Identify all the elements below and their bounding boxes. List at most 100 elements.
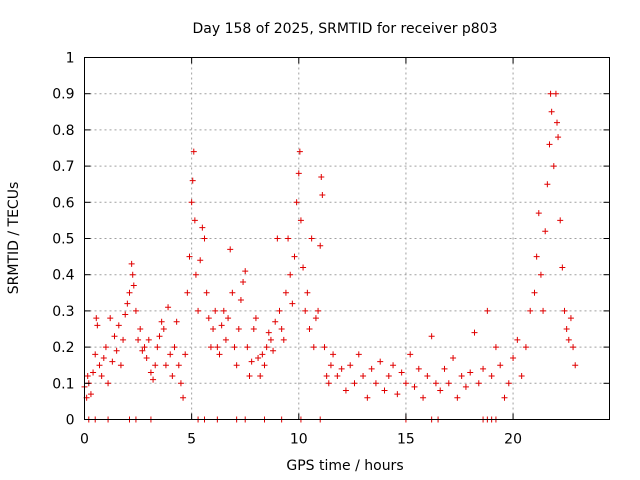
data-point bbox=[302, 307, 309, 314]
data-point bbox=[201, 235, 208, 242]
data-point bbox=[318, 173, 325, 180]
data-point bbox=[117, 362, 124, 369]
data-point bbox=[546, 141, 553, 148]
data-point bbox=[143, 354, 150, 361]
data-point bbox=[126, 289, 133, 296]
data-point bbox=[287, 271, 294, 278]
data-point bbox=[398, 369, 405, 376]
data-point bbox=[231, 344, 238, 351]
data-point bbox=[192, 271, 199, 278]
x-axis-label: GPS time / hours bbox=[286, 458, 403, 474]
data-point bbox=[218, 322, 225, 329]
data-point bbox=[186, 253, 193, 260]
data-point bbox=[559, 264, 566, 271]
data-point bbox=[552, 90, 559, 97]
data-point bbox=[189, 177, 196, 184]
data-point bbox=[162, 362, 169, 369]
data-point bbox=[129, 271, 136, 278]
data-point bbox=[203, 289, 210, 296]
data-point bbox=[190, 148, 197, 155]
data-point bbox=[132, 307, 139, 314]
data-point bbox=[572, 362, 579, 369]
data-point bbox=[246, 373, 253, 380]
data-point bbox=[267, 336, 274, 343]
data-point bbox=[334, 373, 341, 380]
data-point bbox=[130, 282, 137, 289]
data-point bbox=[248, 358, 255, 365]
data-point bbox=[259, 351, 266, 358]
data-point bbox=[315, 307, 322, 314]
y-tick-label: 0.1 bbox=[52, 376, 74, 392]
data-point bbox=[441, 365, 448, 372]
data-point bbox=[342, 387, 349, 394]
data-point bbox=[250, 326, 257, 332]
data-point bbox=[242, 268, 249, 275]
data-point bbox=[235, 326, 242, 332]
data-point bbox=[488, 373, 495, 380]
data-point bbox=[94, 322, 101, 329]
data-point bbox=[111, 333, 118, 340]
data-point bbox=[501, 394, 508, 401]
y-tick-label: 0.2 bbox=[52, 340, 74, 356]
data-point bbox=[124, 300, 131, 307]
data-point bbox=[150, 376, 157, 383]
data-point bbox=[372, 380, 379, 387]
data-point bbox=[285, 235, 292, 242]
data-point bbox=[270, 347, 277, 354]
data-point bbox=[554, 119, 560, 126]
data-point bbox=[390, 362, 397, 369]
data-point bbox=[115, 322, 122, 329]
data-point bbox=[542, 228, 549, 235]
x-tick-label: 5 bbox=[187, 432, 196, 448]
data-point bbox=[122, 311, 129, 318]
data-point bbox=[327, 362, 334, 369]
data-point bbox=[184, 289, 191, 296]
data-point bbox=[261, 362, 268, 369]
y-tick-label: 0 bbox=[66, 413, 75, 429]
data-point bbox=[222, 336, 229, 343]
data-point bbox=[381, 387, 388, 394]
data-point bbox=[540, 307, 547, 314]
data-point bbox=[210, 326, 217, 332]
data-point bbox=[531, 289, 538, 296]
data-point bbox=[351, 380, 358, 387]
data-point bbox=[135, 336, 142, 343]
data-point bbox=[312, 315, 319, 322]
data-point bbox=[169, 373, 176, 380]
data-point bbox=[555, 134, 562, 141]
y-tick-label: 0.6 bbox=[52, 195, 74, 211]
data-point bbox=[306, 326, 313, 332]
data-point bbox=[310, 344, 317, 351]
data-point bbox=[561, 307, 568, 314]
data-point bbox=[557, 217, 564, 224]
data-point bbox=[420, 394, 427, 401]
y-tick-label: 0.8 bbox=[52, 123, 74, 139]
data-point bbox=[293, 199, 300, 206]
data-point bbox=[274, 235, 281, 242]
data-point bbox=[467, 369, 474, 376]
data-point bbox=[565, 336, 572, 343]
data-point bbox=[570, 344, 577, 351]
data-point bbox=[197, 257, 204, 264]
data-point bbox=[188, 199, 195, 206]
data-point bbox=[139, 347, 146, 354]
data-point bbox=[191, 217, 198, 224]
data-point bbox=[567, 315, 574, 322]
data-point bbox=[321, 344, 328, 351]
data-point bbox=[563, 326, 570, 332]
data-point bbox=[120, 336, 127, 343]
data-point bbox=[394, 391, 401, 398]
data-point bbox=[492, 344, 499, 351]
y-tick-label: 0.5 bbox=[52, 232, 74, 248]
data-point bbox=[100, 354, 107, 361]
data-point bbox=[527, 307, 534, 314]
data-point bbox=[229, 289, 236, 296]
y-tick-label: 0.4 bbox=[52, 268, 74, 284]
data-point bbox=[522, 344, 529, 351]
data-point bbox=[109, 358, 116, 365]
data-point bbox=[87, 391, 94, 398]
data-point bbox=[368, 365, 375, 372]
data-point bbox=[325, 380, 332, 387]
data-point bbox=[385, 373, 392, 380]
